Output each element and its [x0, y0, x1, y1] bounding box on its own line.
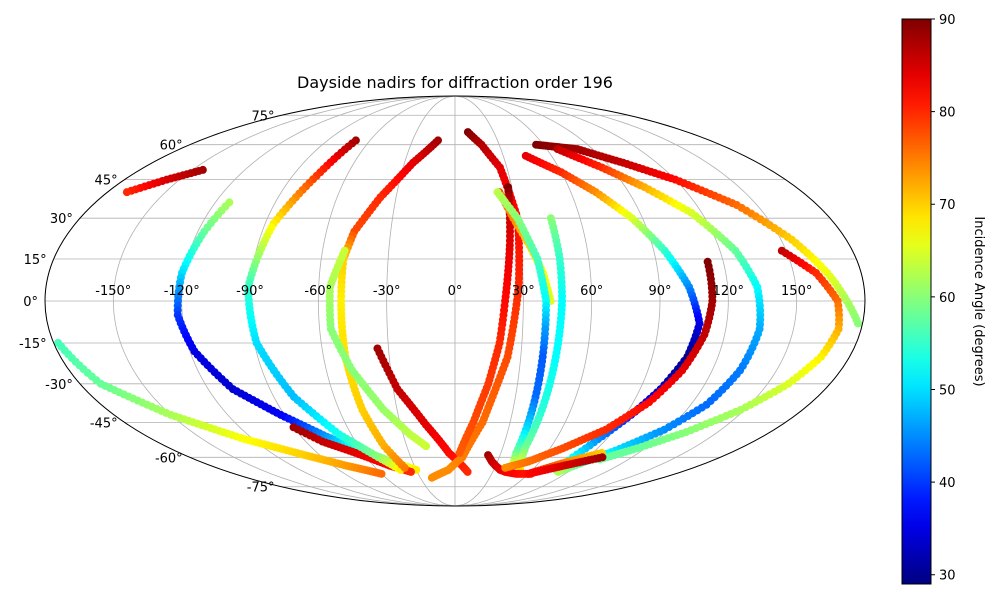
lon-tick-label: -30° — [373, 284, 401, 299]
colorbar-tick-label: 40 — [939, 476, 956, 491]
data-point — [377, 469, 386, 478]
lon-tick-label: 0° — [448, 284, 463, 299]
data-point — [598, 453, 607, 462]
lon-tick-label: 150° — [781, 284, 812, 299]
chart-title: Dayside nadirs for diffraction order 196 — [297, 73, 613, 92]
lat-tick-label: 30° — [50, 212, 73, 227]
lon-tick-label: 90° — [648, 284, 671, 299]
data-points — [54, 128, 863, 482]
data-point — [455, 448, 464, 457]
lon-tick-label: 120° — [713, 284, 744, 299]
lat-tick-label: -30° — [45, 378, 73, 393]
lon-tick-label: 30° — [512, 284, 535, 299]
data-point — [854, 319, 863, 328]
colorbar-tick-label: 70 — [939, 198, 956, 213]
data-point — [422, 442, 431, 451]
colorbar-tick-label: 30 — [939, 569, 956, 584]
lon-tick-label: 60° — [580, 284, 603, 299]
data-point — [501, 463, 510, 472]
lon-tick-label: -120° — [164, 284, 200, 299]
lat-tick-label: 0° — [23, 295, 38, 310]
lat-tick-label: 60° — [160, 139, 183, 154]
data-point — [122, 188, 131, 197]
lat-tick-label: -15° — [19, 337, 47, 352]
data-point — [463, 467, 472, 476]
map-grid — [45, 96, 865, 506]
data-point — [400, 463, 409, 472]
map-frame — [44, 95, 866, 507]
lat-tick-label: 45° — [95, 174, 118, 189]
lat-tick-label: -75° — [247, 481, 275, 496]
colorbar-tick-label: 90 — [939, 13, 956, 28]
colorbar-tick-label: 60 — [939, 291, 956, 306]
lon-tick-label: -60° — [304, 284, 332, 299]
lat-tick-label: -45° — [90, 416, 118, 431]
colorbar: 30 40 50 60 70 80 90 Incidence Angle (degrees) — [901, 13, 986, 585]
colorbar-tick-label: 50 — [939, 383, 956, 398]
data-point — [406, 467, 415, 476]
lat-tick-label: 15° — [24, 253, 47, 268]
lat-tick-label: -60° — [155, 451, 183, 466]
data-point — [427, 473, 436, 482]
lon-tick-labels: -150° -120° -90° -60° -30° 0° 30° 60° 90° 120° 150… — [95, 284, 812, 299]
lon-tick-label: -90° — [236, 284, 264, 299]
lat-tick-labels: -75° -60° -45° -30° -15° 0° 15° 30° 45° 60° 75° — [19, 109, 275, 495]
colorbar-tick-label: 80 — [939, 106, 956, 121]
colorbar-gradient — [901, 18, 932, 585]
lon-tick-label: -150° — [95, 284, 131, 299]
colorbar-label: Incidence Angle (degrees) — [971, 216, 986, 386]
lat-tick-label: 75° — [251, 109, 274, 124]
